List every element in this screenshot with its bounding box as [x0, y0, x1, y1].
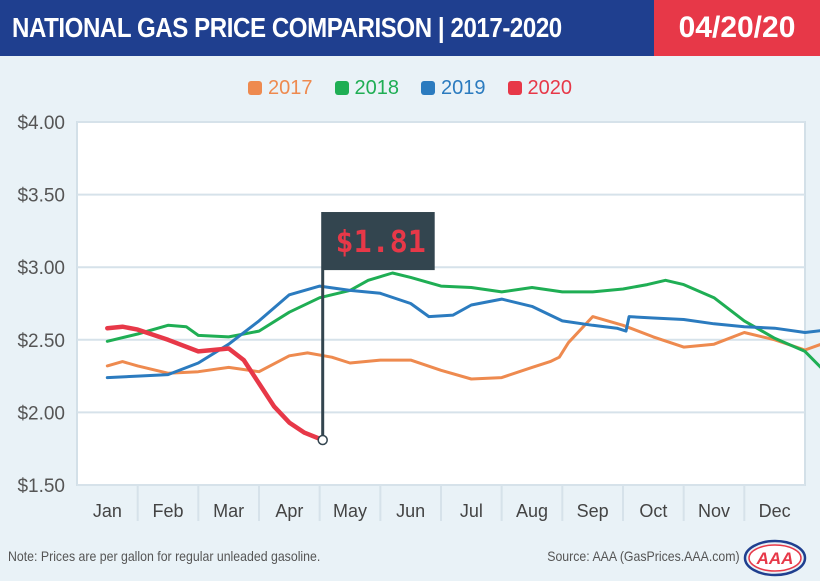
legend-swatch-2019 [421, 81, 435, 95]
y-tick-label: $4.00 [17, 113, 65, 134]
series-line-2019 [105, 284, 820, 380]
legend-swatch-2018 [334, 81, 349, 95]
header-bar: NATIONAL GAS PRICE COMPARISON | 2017-202… [0, 0, 820, 56]
legend-item-2018: 2018 [334, 76, 400, 100]
x-tick-label: Dec [759, 501, 791, 521]
footnote: Note: Prices are per gallon for regular … [8, 548, 321, 564]
y-tick-label: $3.50 [17, 186, 65, 207]
line-chart: $4.00 $3.50 $3.00 $2.50 $2.00 $1.50 Jan Feb Mar A… [17, 113, 820, 521]
legend-item-2017: 2017 [248, 76, 313, 100]
legend-label-2020: 2020 [527, 76, 573, 99]
y-tick-label: $2.50 [17, 331, 65, 352]
x-tick-label: Apr [275, 501, 303, 521]
title-panel: NATIONAL GAS PRICE COMPARISON | 2017-202… [0, 0, 654, 56]
y-tick-label: $2.00 [17, 403, 65, 424]
chart-legend: 2017 2018 2019 2020 [0, 76, 820, 100]
series-line-2020 [105, 324, 325, 443]
aaa-logo: AAA [743, 539, 807, 577]
x-tick-label: Nov [698, 501, 730, 521]
legend-swatch-2017 [248, 81, 262, 95]
callout-marker [317, 434, 328, 446]
legend-item-2019: 2019 [421, 76, 486, 100]
x-tick-label: May [333, 501, 367, 521]
source-credit: Source: AAA (GasPrices.AAA.com) [547, 548, 740, 564]
legend-item-2020: 2020 [507, 76, 573, 100]
x-tick-label: Aug [516, 501, 548, 521]
x-tick-label: Jan [93, 501, 122, 521]
y-tick-label: $3.00 [17, 258, 65, 279]
y-tick-label: $1.50 [17, 476, 65, 497]
logo-text: AAA [756, 549, 794, 568]
x-tick-label: Oct [639, 501, 667, 521]
legend-swatch-2020 [507, 81, 522, 95]
logo-inner-oval [748, 544, 802, 572]
x-tick-label: Sep [577, 501, 609, 521]
x-tick-label: Feb [152, 501, 183, 521]
chart-title: NATIONAL GAS PRICE COMPARISON | 2017-202… [12, 12, 562, 43]
series-line-2017 [105, 315, 820, 381]
x-tick-label: Mar [213, 501, 244, 521]
date-badge: 04/20/20 [654, 0, 820, 56]
x-tick-label: Jun [396, 501, 425, 521]
plot-area [76, 121, 806, 486]
legend-label-2017: 2017 [268, 76, 313, 99]
callout-value: $1.81 [336, 225, 426, 260]
logo-oval [743, 539, 807, 577]
legend-label-2018: 2018 [354, 76, 400, 99]
callout-box [322, 212, 435, 271]
x-tick-label: Jul [460, 501, 483, 521]
series-line-2018 [105, 271, 820, 369]
legend-label-2019: 2019 [441, 76, 486, 99]
